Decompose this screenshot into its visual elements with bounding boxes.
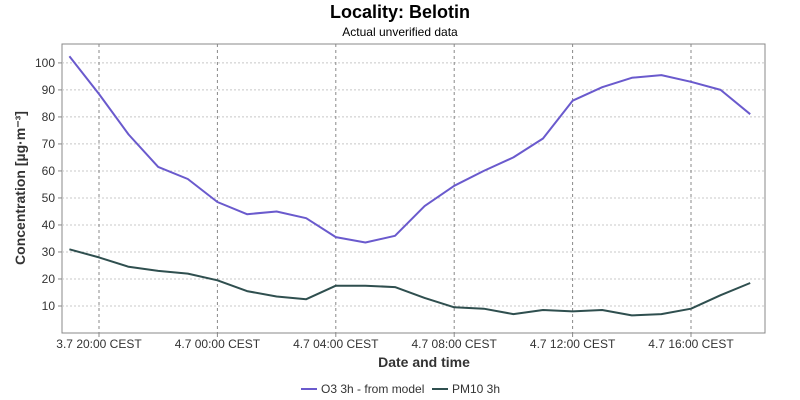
y-tick-label: 40 bbox=[42, 218, 56, 232]
y-axis-label: Concentration [µg·m⁻³] bbox=[12, 111, 28, 265]
legend-label-0: O3 3h - from model bbox=[321, 382, 424, 396]
x-tick-label: 4.7 04:00 CEST bbox=[293, 337, 379, 351]
y-tick-label: 20 bbox=[42, 272, 56, 286]
plot-area bbox=[61, 43, 766, 334]
y-tick-label: 100 bbox=[35, 56, 55, 70]
x-tick-label: 4.7 08:00 CEST bbox=[412, 337, 498, 351]
chart-title: Locality: Belotin bbox=[330, 2, 470, 22]
y-tick-label: 30 bbox=[42, 245, 56, 259]
y-tick-label: 10 bbox=[42, 299, 56, 313]
y-tick-label: 50 bbox=[42, 191, 56, 205]
series-lines bbox=[68, 55, 751, 317]
x-axis-ticks: 3.7 20:00 CEST 4.7 00:00 CEST 4.7 04:00 CE… bbox=[56, 333, 734, 351]
legend-label-1: PM10 3h bbox=[452, 382, 500, 396]
x-tick-label: 3.7 20:00 CEST bbox=[56, 337, 142, 351]
y-tick-label: 60 bbox=[42, 164, 56, 178]
y-tick-label: 80 bbox=[42, 110, 56, 124]
series-line-0 bbox=[68, 55, 751, 244]
x-axis-label: Date and time bbox=[378, 354, 470, 370]
x-tick-label: 4.7 00:00 CEST bbox=[175, 337, 261, 351]
chart-subtitle: Actual unverified data bbox=[342, 25, 458, 39]
legend: O3 3h - from model PM10 3h bbox=[301, 382, 500, 396]
series-line-1 bbox=[69, 248, 751, 317]
y-tick-label: 70 bbox=[42, 137, 56, 151]
y-axis-ticks: 10 20 30 40 50 60 70 80 90 100 bbox=[35, 56, 62, 313]
y-tick-label: 90 bbox=[42, 83, 56, 97]
x-tick-label: 4.7 12:00 CEST bbox=[530, 337, 616, 351]
grid bbox=[62, 44, 765, 333]
x-tick-label: 4.7 16:00 CEST bbox=[648, 337, 734, 351]
